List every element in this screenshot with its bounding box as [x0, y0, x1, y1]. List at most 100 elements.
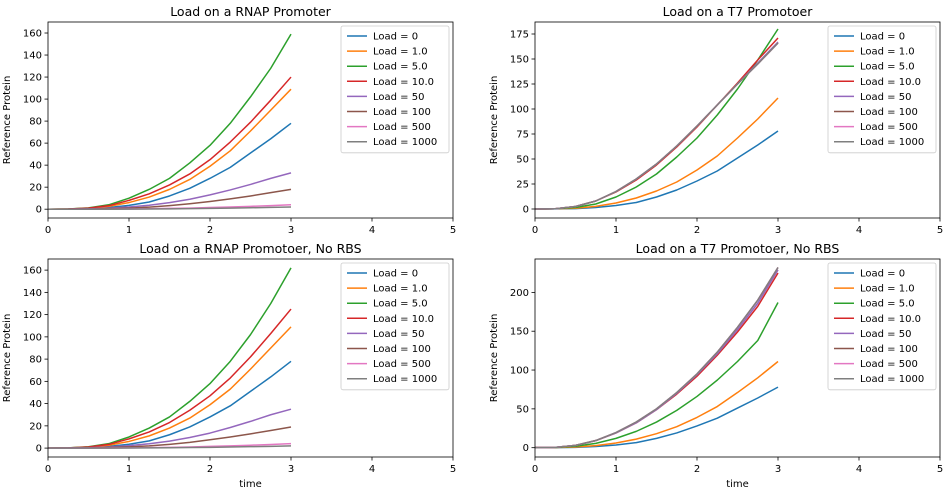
legend-label: Load = 10.0 [860, 77, 921, 88]
y-axis-label: Reference Protein [2, 314, 13, 403]
x-tick-label: 0 [45, 464, 51, 475]
legend-item: Load = 10.0 [347, 77, 434, 88]
legend-label: Load = 50 [373, 329, 424, 340]
legend-item: Load = 10.0 [834, 314, 921, 325]
legend-label: Load = 100 [373, 344, 431, 355]
series-line-3 [535, 302, 779, 449]
legend-item: Load = 1000 [347, 137, 437, 148]
series-lines [535, 28, 779, 210]
legend-label: Load = 0 [373, 32, 418, 43]
legend-item: Load = 0 [347, 32, 418, 43]
chart-panel-4: Load on a T7 Promotoer, No RBS Reference … [489, 241, 943, 490]
y-tick-label: 80 [29, 117, 42, 128]
x-tick-label: 0 [532, 464, 538, 475]
legend-label: Load = 5.0 [860, 62, 915, 73]
legend-item: Load = 10.0 [347, 314, 434, 325]
series-line-4 [48, 76, 292, 210]
y-axis-label: Reference Protein [489, 314, 500, 403]
y-tick-label: 150 [510, 55, 529, 66]
legend-label: Load = 5.0 [860, 299, 915, 310]
legend-item: Load = 5.0 [347, 62, 428, 73]
legend-item: Load = 1.0 [347, 284, 428, 295]
x-tick-label: 1 [126, 225, 132, 236]
x-tick-label: 3 [288, 225, 294, 236]
x-axis-label: time [239, 479, 262, 490]
y-tick-label: 100 [23, 95, 42, 106]
legend-label: Load = 1.0 [373, 284, 428, 295]
y-tick-label: 60 [29, 139, 42, 150]
legend-item: Load = 1000 [834, 137, 924, 148]
legend-item: Load = 50 [834, 329, 911, 340]
series-line-8 [48, 445, 292, 449]
chart-panel-2: Load on a T7 Promotoer Reference Protein 0… [489, 4, 943, 236]
x-tick-label: 0 [532, 225, 538, 236]
series-line-8 [535, 267, 779, 449]
legend-label: Load = 50 [860, 329, 911, 340]
legend-item: Load = 1.0 [347, 47, 428, 58]
legend: Load = 0 Load = 1.0 Load = 5.0 Load = 10.0 L… [340, 25, 450, 154]
legend-item: Load = 1000 [834, 374, 924, 385]
y-tick-label: 80 [29, 355, 42, 366]
legend-item: Load = 1000 [347, 374, 437, 385]
y-tick-label: 120 [23, 73, 42, 84]
legend-label: Load = 500 [860, 359, 918, 370]
legend-label: Load = 0 [860, 32, 905, 43]
x-tick-label: 0 [45, 225, 51, 236]
y-tick-label: 40 [29, 161, 42, 172]
x-tick-label: 3 [775, 225, 781, 236]
legend-item: Load = 50 [834, 92, 911, 103]
legend-label: Load = 10.0 [860, 314, 921, 325]
legend-label: Load = 5.0 [373, 62, 428, 73]
legend-item: Load = 500 [347, 359, 431, 370]
legend-item: Load = 1.0 [834, 284, 915, 295]
legend-item: Load = 10.0 [834, 77, 921, 88]
series-lines [535, 267, 779, 449]
y-tick-label: 160 [23, 29, 42, 40]
chart-title: Load on a RNAP Promoter [170, 4, 331, 19]
x-tick-label: 4 [856, 464, 862, 475]
plot-frame [534, 258, 941, 458]
legend-label: Load = 500 [373, 122, 431, 133]
y-tick-label: 150 [510, 327, 529, 338]
legend-label: Load = 100 [860, 107, 918, 118]
y-tick-label: 175 [510, 30, 529, 41]
legend-label: Load = 10.0 [373, 314, 434, 325]
y-tick-label: 0 [523, 443, 529, 454]
x-tick-label: 5 [450, 464, 456, 475]
legend-label: Load = 1.0 [860, 284, 915, 295]
legend-item: Load = 100 [347, 344, 431, 355]
legend-label: Load = 1000 [373, 137, 437, 148]
x-tick-label: 1 [613, 464, 619, 475]
legend-item: Load = 5.0 [834, 299, 915, 310]
legend-item: Load = 500 [834, 359, 918, 370]
legend-item: Load = 5.0 [834, 62, 915, 73]
chart-title: Load on a T7 Promotoer, No RBS [636, 241, 840, 256]
x-tick-label: 4 [369, 464, 375, 475]
legend-label: Load = 500 [860, 122, 918, 133]
plot-frame [47, 21, 454, 219]
y-tick-label: 0 [523, 205, 529, 216]
legend-item: Load = 0 [834, 269, 905, 280]
y-axis-label: Reference Protein [489, 76, 500, 165]
legend-label: Load = 1000 [860, 137, 924, 148]
legend-box [340, 25, 450, 154]
chart-panel-3: Load on a RNAP Promotoer, No RBS Referenc… [2, 241, 456, 490]
legend-item: Load = 1.0 [834, 47, 915, 58]
legend-item: Load = 0 [834, 32, 905, 43]
y-tick-label: 125 [510, 80, 529, 91]
y-tick-label: 0 [36, 205, 42, 216]
y-tick-label: 120 [23, 310, 42, 321]
legend: Load = 0 Load = 1.0 Load = 5.0 Load = 10.0 L… [340, 262, 450, 391]
x-tick-label: 2 [207, 464, 213, 475]
series-lines [48, 267, 292, 449]
y-tick-label: 75 [516, 130, 529, 141]
legend: Load = 0 Load = 1.0 Load = 5.0 Load = 10.0 L… [827, 25, 937, 154]
y-tick-label: 25 [516, 180, 529, 191]
plot-frame [534, 21, 941, 219]
y-tick-label: 200 [510, 288, 529, 299]
chart-panel-1: Load on a RNAP Promoter Reference Protein… [2, 4, 456, 236]
legend-label: Load = 0 [860, 269, 905, 280]
legend-item: Load = 5.0 [347, 299, 428, 310]
